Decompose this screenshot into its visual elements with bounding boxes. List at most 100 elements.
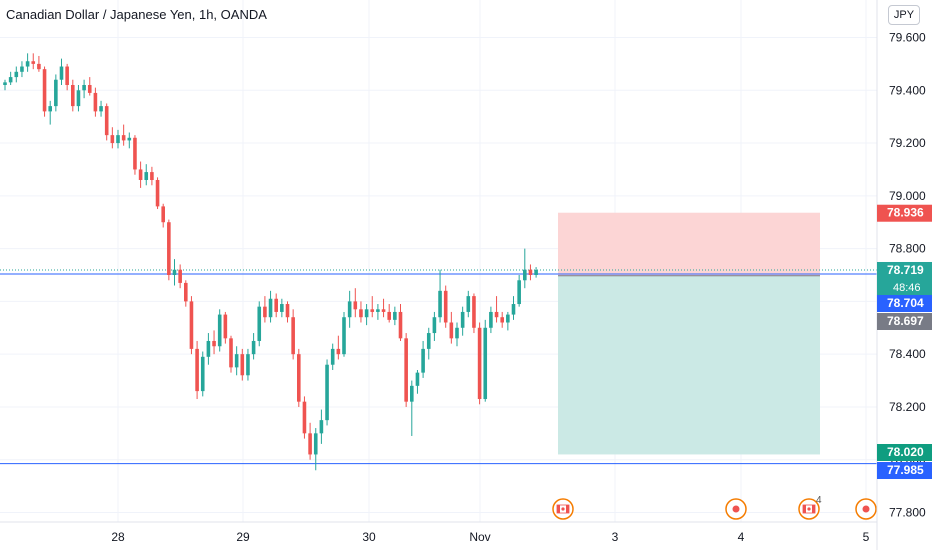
candle-body	[325, 364, 329, 421]
svg-text:78.697: 78.697	[887, 314, 924, 328]
price-tick-label: 79.600	[889, 31, 926, 45]
time-tick-label: 5	[863, 530, 870, 544]
candle-body	[189, 301, 194, 349]
candle-body	[336, 348, 341, 355]
economic-event-icon[interactable]	[725, 498, 747, 520]
candle	[460, 306, 465, 336]
candle-body	[37, 63, 41, 70]
candle-body	[54, 79, 58, 107]
candle-body	[155, 180, 160, 207]
candle-body	[432, 317, 437, 334]
candle	[251, 333, 256, 360]
candle	[308, 422, 312, 460]
candle	[325, 359, 329, 426]
candle	[48, 100, 52, 125]
price-tick-label: 77.800	[889, 506, 926, 520]
candle-body	[359, 309, 363, 318]
candle	[466, 290, 471, 318]
candle	[217, 309, 222, 352]
candle-body	[59, 66, 64, 80]
entry-price-label: 78.697	[877, 313, 932, 330]
candle	[76, 85, 81, 112]
canada-flag-icon[interactable]	[798, 498, 820, 520]
svg-text:78.020: 78.020	[887, 445, 924, 459]
candle	[494, 296, 499, 323]
candle-body	[71, 85, 75, 107]
candle	[291, 309, 295, 360]
stop-loss-zone[interactable]	[558, 212, 820, 276]
candle	[477, 322, 482, 405]
candle-body	[234, 354, 239, 368]
candle	[200, 351, 205, 397]
candle	[359, 301, 363, 323]
candle	[313, 428, 318, 471]
time-tick-label: 4	[738, 530, 745, 544]
candle-body	[313, 433, 318, 455]
price-labels: 78.936 78.719 48:46 78.704 78.697 78.020 77.98…	[877, 204, 932, 479]
candle-body	[438, 290, 442, 318]
candle	[184, 280, 188, 307]
candle-body	[93, 92, 98, 112]
candle	[489, 306, 493, 334]
candle-body	[376, 309, 380, 312]
time-tick-label: 30	[362, 530, 376, 544]
candle-body	[421, 348, 425, 373]
event-markers[interactable]: 4	[552, 495, 877, 520]
svg-text:78.704: 78.704	[887, 296, 924, 310]
candle	[263, 296, 267, 323]
candle-body	[285, 304, 290, 318]
candle-body	[280, 304, 284, 312]
economic-event-icon[interactable]	[855, 498, 877, 520]
event-count: 4	[816, 495, 822, 506]
candle	[483, 319, 488, 402]
candle-body	[410, 385, 414, 402]
canada-flag-icon[interactable]	[552, 498, 574, 520]
svg-text:78.719: 78.719	[887, 263, 924, 277]
position-zones	[558, 212, 820, 455]
time-tick-label: 3	[612, 530, 619, 544]
candle	[506, 311, 510, 331]
candle-body	[449, 322, 454, 339]
candle-body	[178, 269, 182, 283]
candle-body	[302, 401, 307, 434]
candle-body	[3, 82, 7, 85]
candle-body	[494, 311, 499, 318]
time-axis[interactable]: 28 29 30 Nov 3 4 5	[0, 521, 877, 544]
candle	[443, 285, 448, 328]
candle-body	[206, 340, 211, 357]
candle	[138, 161, 143, 188]
candle	[212, 330, 216, 355]
candle	[71, 79, 75, 112]
candle	[280, 298, 284, 318]
candle-body	[483, 327, 488, 400]
candle	[393, 306, 397, 326]
candle	[82, 79, 86, 99]
candle	[517, 275, 521, 307]
candle-body	[212, 340, 216, 347]
candle-body	[217, 314, 222, 347]
candle	[381, 298, 386, 318]
candle	[25, 53, 30, 72]
candle-body	[528, 269, 533, 275]
currency-button[interactable]: JPY	[888, 5, 920, 25]
candle	[3, 79, 7, 91]
candle	[110, 127, 115, 149]
candle	[59, 58, 64, 85]
candle-body	[263, 306, 267, 318]
candle-body	[257, 306, 262, 341]
candle	[104, 103, 109, 141]
candle	[404, 333, 408, 407]
take-profit-zone[interactable]	[558, 275, 820, 455]
candle	[54, 74, 58, 112]
candle-body	[104, 106, 109, 136]
candle	[500, 311, 504, 328]
candle	[99, 100, 103, 117]
candle	[133, 135, 137, 175]
line-price-label: 78.704	[877, 295, 932, 312]
candle-body	[534, 269, 538, 275]
candle	[121, 124, 126, 146]
candle	[268, 290, 273, 323]
price-tick-label: 79.200	[889, 136, 926, 150]
candle-body	[393, 311, 397, 320]
